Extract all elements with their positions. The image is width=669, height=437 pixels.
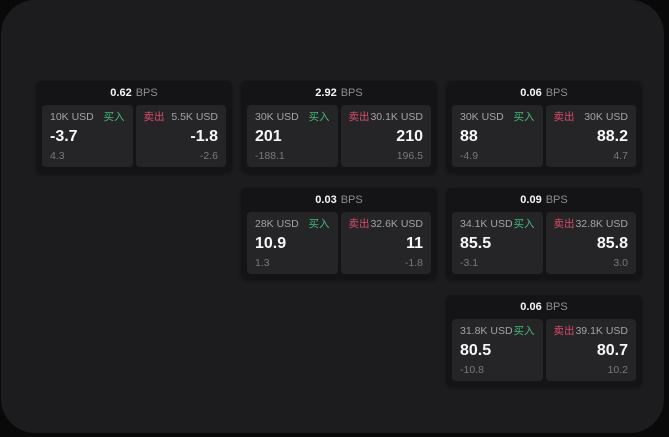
sell-price: 210 xyxy=(396,128,423,145)
buy-price: 88 xyxy=(460,128,478,145)
buy-side-label: 买入 xyxy=(308,111,330,123)
buy-quote-tile[interactable]: 10K USD 买入 -3.7 4.3 xyxy=(42,105,133,167)
bps-value: 0.06 xyxy=(520,87,542,99)
bps-value: 2.92 xyxy=(315,87,337,99)
sell-size-label: 5.5K USD xyxy=(171,111,218,123)
buy-size-label: 34.1K USD xyxy=(460,218,513,230)
buy-delta: -3.1 xyxy=(460,257,479,269)
sell-side-label: 卖出 xyxy=(553,218,575,230)
sell-size-label: 30K USD xyxy=(584,111,628,123)
sell-side-label: 卖出 xyxy=(348,218,370,230)
sell-size-label: 39.1K USD xyxy=(575,325,628,337)
quote-card-4: 0.03 BPS 28K USD 买入 10.9 1.3 卖出 32.6K US… xyxy=(241,188,437,280)
buy-price: 201 xyxy=(255,128,282,145)
bps-unit-label: BPS xyxy=(340,194,363,206)
quote-card-1: 0.62 BPS 10K USD 买入 -3.7 4.3 卖出 5.5K USD… xyxy=(36,81,232,173)
buy-quote-tile[interactable]: 30K USD 买入 88 -4.9 xyxy=(452,105,543,167)
sell-size-label: 30.1K USD xyxy=(370,111,423,123)
sell-price: 80.7 xyxy=(596,342,628,359)
sell-quote-tile[interactable]: 卖出 5.5K USD -1.8 -2.6 xyxy=(135,105,226,167)
buy-price: 80.5 xyxy=(460,342,492,359)
bps-header: 0.62 BPS xyxy=(36,81,232,105)
sell-price: 85.8 xyxy=(596,235,628,252)
bps-value: 0.09 xyxy=(520,194,542,206)
buy-price: -3.7 xyxy=(50,128,78,145)
sell-delta: 3.0 xyxy=(613,257,628,269)
buy-size-label: 31.8K USD xyxy=(460,325,513,337)
buy-side-label: 买入 xyxy=(513,218,535,230)
sell-quote-tile[interactable]: 卖出 30K USD 88.2 4.7 xyxy=(545,105,636,167)
sell-delta: 4.7 xyxy=(613,150,628,162)
sell-side-label: 卖出 xyxy=(553,325,575,337)
sell-side-label: 卖出 xyxy=(553,111,575,123)
buy-price: 10.9 xyxy=(255,235,287,252)
buy-size-label: 10K USD xyxy=(50,111,94,123)
sell-price: -1.8 xyxy=(190,128,218,145)
bps-value: 0.06 xyxy=(520,301,542,313)
sell-quote-tile[interactable]: 卖出 30.1K USD 210 196.5 xyxy=(340,105,431,167)
buy-quote-tile[interactable]: 34.1K USD 买入 85.5 -3.1 xyxy=(452,212,543,274)
quote-card-6: 0.06 BPS 31.8K USD 买入 80.5 -10.8 卖出 39.1… xyxy=(446,295,642,387)
buy-price: 85.5 xyxy=(460,235,492,252)
buy-delta: 4.3 xyxy=(50,150,65,162)
buy-side-label: 买入 xyxy=(513,325,535,337)
buy-delta: 1.3 xyxy=(255,257,270,269)
buy-delta: -4.9 xyxy=(460,150,479,162)
sell-delta: -2.6 xyxy=(199,150,218,162)
bps-header: 0.06 BPS xyxy=(446,295,642,319)
buy-size-label: 28K USD xyxy=(255,218,299,230)
bps-value: 0.62 xyxy=(110,87,132,99)
bps-unit-label: BPS xyxy=(340,87,363,99)
sell-side-label: 卖出 xyxy=(143,111,165,123)
bps-header: 0.09 BPS xyxy=(446,188,642,212)
sell-delta: 10.2 xyxy=(607,364,628,376)
quote-card-5: 0.09 BPS 34.1K USD 买入 85.5 -3.1 卖出 32.8K… xyxy=(446,188,642,280)
bps-header: 0.03 BPS xyxy=(241,188,437,212)
bps-header: 0.06 BPS xyxy=(446,81,642,105)
sell-size-label: 32.6K USD xyxy=(370,218,423,230)
buy-size-label: 30K USD xyxy=(255,111,299,123)
sell-quote-tile[interactable]: 卖出 32.8K USD 85.8 3.0 xyxy=(545,212,636,274)
bps-header: 2.92 BPS xyxy=(241,81,437,105)
buy-side-label: 买入 xyxy=(103,111,125,123)
sell-side-label: 卖出 xyxy=(348,111,370,123)
quote-card-2: 2.92 BPS 30K USD 买入 201 -188.1 卖出 30.1K … xyxy=(241,81,437,173)
buy-quote-tile[interactable]: 31.8K USD 买入 80.5 -10.8 xyxy=(452,319,543,381)
buy-side-label: 买入 xyxy=(308,218,330,230)
buy-quote-tile[interactable]: 30K USD 买入 201 -188.1 xyxy=(247,105,338,167)
sell-delta: 196.5 xyxy=(396,150,423,162)
sell-quote-tile[interactable]: 卖出 39.1K USD 80.7 10.2 xyxy=(545,319,636,381)
sell-delta: -1.8 xyxy=(404,257,423,269)
buy-quote-tile[interactable]: 28K USD 买入 10.9 1.3 xyxy=(247,212,338,274)
buy-delta: -188.1 xyxy=(255,150,285,162)
sell-size-label: 32.8K USD xyxy=(575,218,628,230)
buy-size-label: 30K USD xyxy=(460,111,504,123)
quote-card-3: 0.06 BPS 30K USD 买入 88 -4.9 卖出 30K USD 8… xyxy=(446,81,642,173)
bps-unit-label: BPS xyxy=(545,87,568,99)
bps-unit-label: BPS xyxy=(135,87,158,99)
buy-delta: -10.8 xyxy=(460,364,484,376)
sell-price: 11 xyxy=(406,235,423,252)
sell-quote-tile[interactable]: 卖出 32.6K USD 11 -1.8 xyxy=(340,212,431,274)
bps-value: 0.03 xyxy=(315,194,337,206)
bps-unit-label: BPS xyxy=(545,194,568,206)
sell-price: 88.2 xyxy=(596,128,628,145)
buy-side-label: 买入 xyxy=(513,111,535,123)
bps-unit-label: BPS xyxy=(545,301,568,313)
